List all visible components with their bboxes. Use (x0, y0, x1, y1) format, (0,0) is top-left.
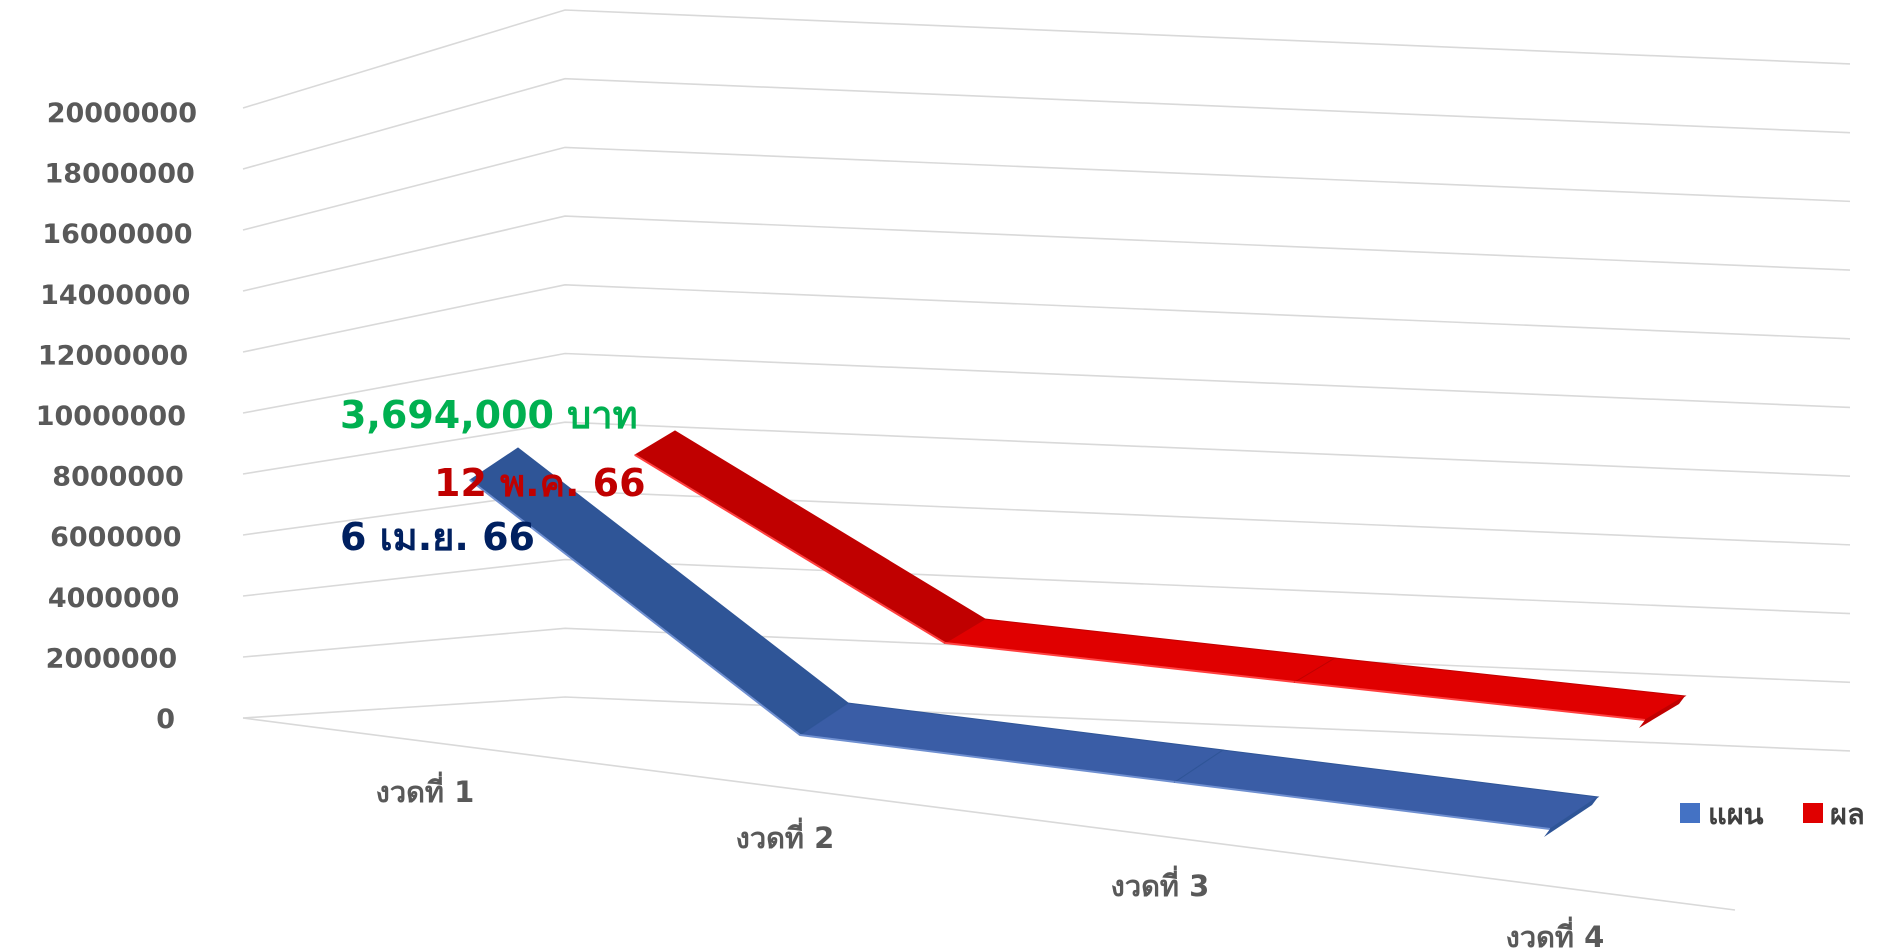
ribbon-end-cap (1639, 696, 1685, 728)
y-tick-label: 14000000 (40, 280, 190, 311)
legend: แผน ผล (1680, 797, 1865, 831)
y-tick-label: 12000000 (38, 340, 188, 371)
y-tick-label: 20000000 (47, 98, 197, 129)
gridline (242, 9, 1851, 109)
legend-label-actual: ผล (1830, 797, 1865, 831)
annotation-total: 3,694,000 บาท (340, 393, 638, 437)
gridline (242, 558, 1851, 615)
ribbon-edge (634, 454, 946, 644)
x-axis-ticks: งวดที่ 1 งวดที่ 2 งวดที่ 3 งวดที่ 4 (376, 771, 1605, 950)
gridline (242, 696, 1851, 752)
ribbon-end-cap (1544, 797, 1598, 837)
y-tick-label: 10000000 (36, 401, 186, 432)
gridlines (242, 9, 1851, 911)
ribbon-edge (469, 479, 801, 736)
ribbon-edge (944, 642, 1296, 683)
y-tick-label: 2000000 (46, 643, 178, 674)
legend-swatch-plan (1680, 803, 1700, 823)
x-tick-label: งวดที่ 4 (1506, 916, 1605, 950)
y-tick-label: 16000000 (42, 219, 192, 250)
series-actual-ribbon (634, 430, 1687, 728)
gridline (242, 283, 1851, 353)
legend-label-plan: แผน (1708, 797, 1764, 831)
gridline (242, 77, 1851, 170)
ribbon-edge (1174, 781, 1551, 830)
x-tick-label: งวดที่ 1 (376, 771, 475, 809)
ribbon-edge (1294, 681, 1646, 721)
x-tick-label: งวดที่ 2 (736, 817, 835, 855)
x-tick-label: งวดที่ 3 (1111, 865, 1210, 903)
legend-swatch-actual (1803, 803, 1823, 823)
y-tick-label: 4000000 (48, 583, 180, 614)
y-tick-label: 8000000 (52, 462, 184, 493)
gridline (242, 215, 1851, 292)
gridline (242, 421, 1851, 477)
gridline (242, 627, 1851, 684)
annotation-actual-date: 12 พ.ค. 66 (434, 461, 646, 505)
ribbon-edge (799, 734, 1176, 783)
gridline (242, 352, 1851, 414)
y-axis-ticks: 0 2000000 4000000 6000000 8000000 10000000 120… (36, 98, 197, 735)
y-tick-label: 0 (156, 704, 175, 735)
floor-edge (242, 717, 1736, 911)
annotation-plan-date: 6 เม.ย. 66 (340, 515, 535, 559)
series-plan-ribbon (469, 447, 1600, 837)
gridline (242, 146, 1851, 231)
series-ribbons (469, 430, 1687, 837)
y-tick-label: 18000000 (45, 159, 195, 190)
y-tick-label: 6000000 (50, 522, 182, 553)
